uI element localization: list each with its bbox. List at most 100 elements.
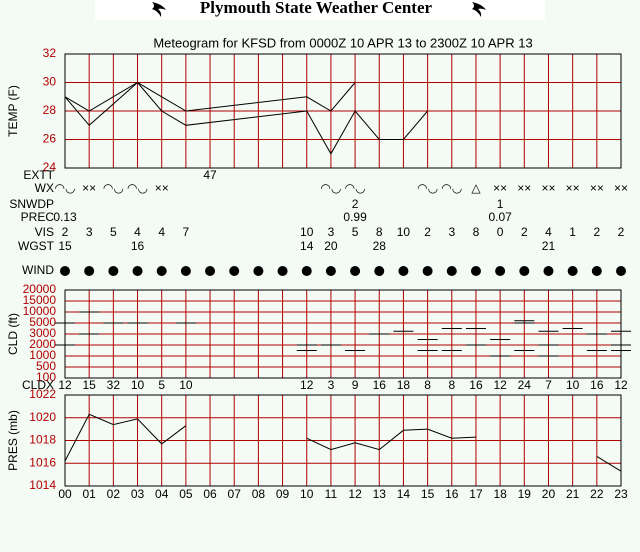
row-value: 10 (397, 225, 411, 239)
row-value: 5 (352, 225, 359, 239)
x-tick-label: 04 (155, 487, 169, 501)
wind-station (180, 266, 191, 276)
row-value: 0.99 (343, 210, 367, 224)
row-value: 1 (569, 225, 576, 239)
row-value: 4 (158, 225, 165, 239)
panel-border (64, 53, 622, 169)
wind-station (446, 266, 457, 276)
wind-station (543, 266, 554, 276)
x-tick-label: 06 (203, 487, 217, 501)
row-value: 15 (82, 378, 96, 392)
x-tick-label: 18 (493, 487, 507, 501)
x-tick-label: 08 (252, 487, 266, 501)
x-tick-label: 13 (373, 487, 387, 501)
row-value: 18 (397, 378, 411, 392)
row-value: 16 (590, 378, 604, 392)
row-value: 16 (373, 378, 387, 392)
row-value: 21 (542, 239, 556, 253)
row-value: 7 (183, 225, 190, 239)
row-value: 5 (110, 225, 117, 239)
row-label: SNWDP (9, 197, 54, 211)
row-value: 47 (203, 168, 217, 182)
data-line (64, 413, 622, 472)
y-tick-label: 100 (36, 370, 56, 384)
x-tick-label: 09 (276, 487, 290, 501)
row-value: 9 (352, 378, 359, 392)
panel-border (64, 289, 622, 379)
x-tick-label: 07 (228, 487, 242, 501)
wind-station (60, 266, 70, 276)
row-value: 8 (473, 225, 480, 239)
row-value: ×× (614, 181, 628, 195)
y-axis-label: PRES (mb) (6, 410, 20, 471)
x-tick-label: 17 (469, 487, 483, 501)
row-value: 12 (493, 378, 507, 392)
row-value: 2 (424, 225, 431, 239)
row-value: 14 (300, 239, 314, 253)
row-value: ◠◡ (417, 181, 438, 195)
row-value: 3 (86, 225, 93, 239)
row-value: ×× (82, 181, 96, 195)
row-value: ◠◡ (103, 181, 124, 195)
row-value: 10 (300, 225, 314, 239)
row-label: PREC (21, 210, 55, 224)
row-label: VIS (35, 225, 54, 239)
row-value: 7 (545, 378, 552, 392)
row-label: WGST (18, 239, 55, 253)
row-value: 0.13 (53, 210, 77, 224)
x-tick-label: 19 (518, 487, 532, 501)
row-value: 8 (424, 378, 431, 392)
y-tick-label: 28 (43, 103, 57, 117)
y-tick-label: 24 (43, 160, 57, 174)
row-value: 12 (614, 378, 628, 392)
row-value: 15 (58, 239, 72, 253)
row-value: ◠◡ (320, 181, 341, 195)
y-tick-label: 1000 (29, 348, 56, 362)
wind-station (229, 266, 240, 276)
row-value: 0 (497, 225, 504, 239)
y-tick-label: 15000 (23, 293, 57, 307)
row-value: 32 (107, 378, 121, 392)
row-value: ×× (155, 181, 169, 195)
x-tick-label: 22 (590, 487, 604, 501)
y-tick-label: 1014 (29, 478, 56, 492)
y-tick-label: 2000 (29, 337, 56, 351)
row-value: 2 (593, 225, 600, 239)
row-value: ×× (493, 181, 507, 195)
row-value: 3 (448, 225, 455, 239)
row-value: 4 (134, 225, 141, 239)
row-value: △ (471, 181, 481, 195)
x-tick-label: 14 (397, 487, 411, 501)
wind-station (567, 266, 578, 276)
row-value: 12 (300, 378, 314, 392)
wind-station (374, 266, 385, 276)
row-value: 10 (566, 378, 580, 392)
header-icon (152, 2, 166, 17)
row-value: 2 (618, 225, 625, 239)
row-value: ◠◡ (55, 181, 76, 195)
x-tick-label: 12 (348, 487, 362, 501)
header-icon (472, 2, 486, 17)
wind-station (84, 266, 95, 276)
row-value: 8 (448, 378, 455, 392)
wind-station (301, 266, 312, 276)
x-tick-label: 21 (566, 487, 580, 501)
chart-title: Meteogram for KFSD from 0000Z 10 APR 13 … (153, 35, 532, 50)
x-tick-label: 01 (82, 487, 96, 501)
row-value: ◠◡ (345, 181, 366, 195)
row-value: 28 (373, 239, 387, 253)
row-label: EXTT (23, 168, 54, 182)
x-tick-label: 03 (131, 487, 145, 501)
x-tick-label: 20 (542, 487, 556, 501)
wind-station (350, 266, 361, 276)
y-tick-label: 32 (43, 46, 57, 60)
y-tick-label: 10000 (23, 304, 57, 318)
row-label: WIND (22, 263, 54, 277)
x-tick-label: 23 (614, 487, 628, 501)
data-line (64, 81, 356, 112)
row-value: ×× (517, 181, 531, 195)
y-tick-label: 1016 (29, 455, 56, 469)
y-tick-label: 1020 (29, 410, 56, 424)
row-label: WX (35, 181, 54, 195)
